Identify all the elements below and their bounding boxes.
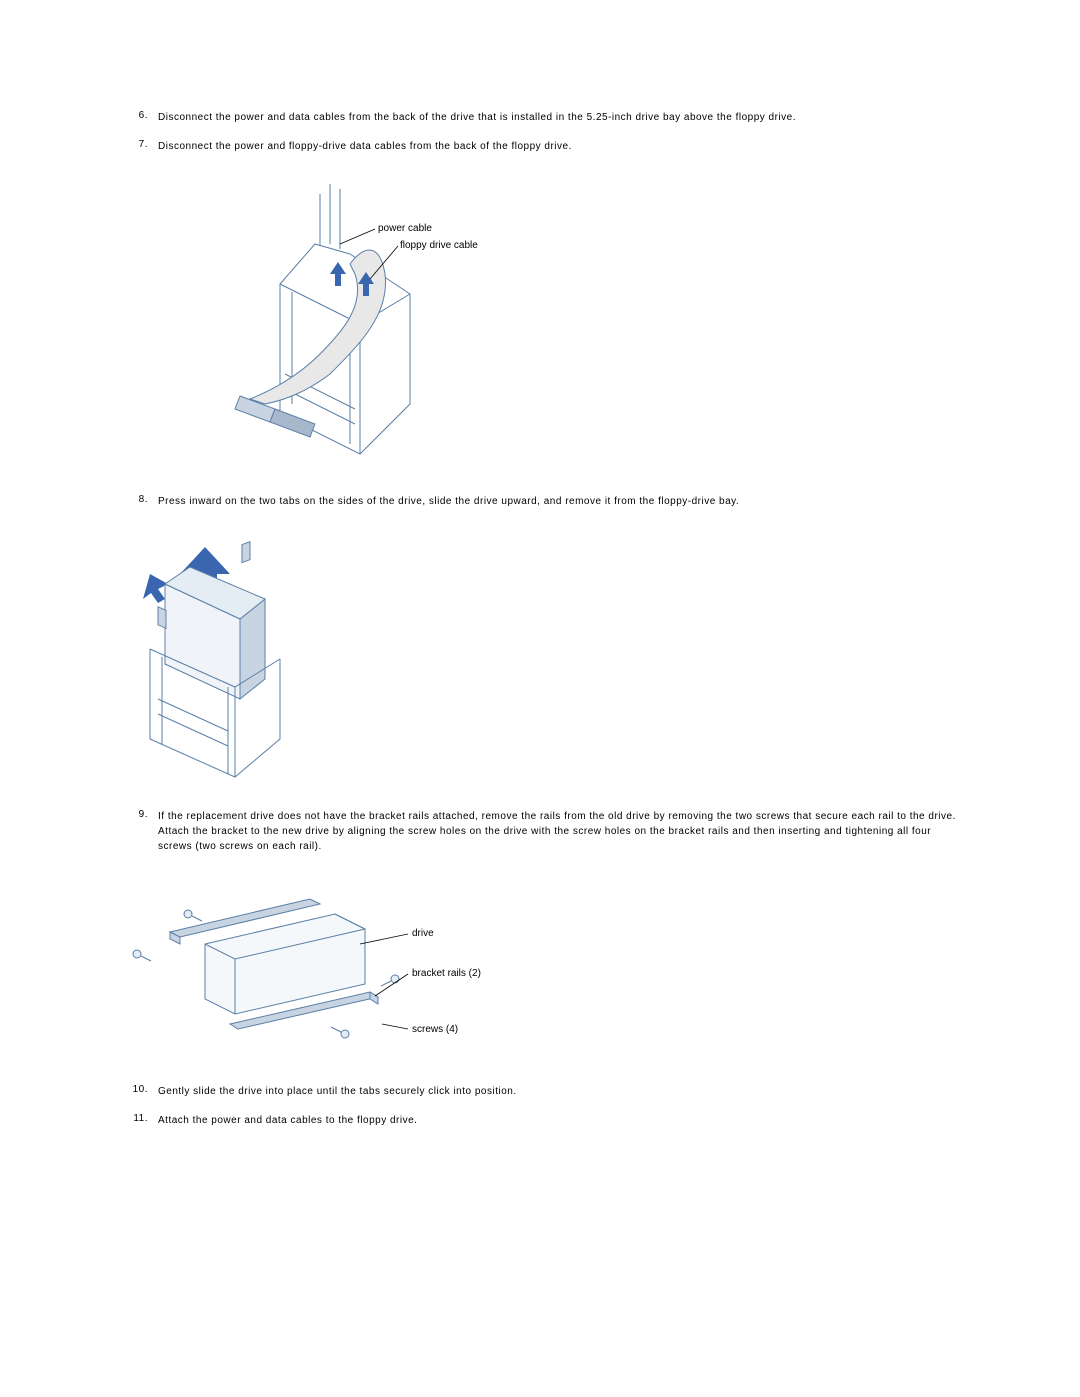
label-screws: screws (4) (412, 1024, 458, 1035)
label-power-cable: power cable (378, 223, 432, 234)
step-number: 8. (120, 494, 158, 505)
step-text: If the replacement drive does not have t… (158, 809, 960, 854)
step-text: Disconnect the power and data cables fro… (158, 110, 796, 125)
step-number: 7. (120, 139, 158, 150)
step-number: 9. (120, 809, 158, 820)
step-text: Gently slide the drive into place until … (158, 1084, 517, 1099)
label-floppy-cable: floppy drive cable (400, 240, 478, 251)
step-text: Press inward on the two tabs on the side… (158, 494, 739, 509)
step-number: 10. (120, 1084, 158, 1095)
instruction-list-3: 9. If the replacement drive does not hav… (120, 809, 960, 854)
step-text: Disconnect the power and floppy-drive da… (158, 139, 572, 154)
figure-bracket-rails: drive bracket rails (2) screws (4) (120, 874, 960, 1054)
figure-remove-drive (120, 529, 960, 779)
step-11: 11. Attach the power and data cables to … (120, 1113, 960, 1128)
step-7: 7. Disconnect the power and floppy-drive… (120, 139, 960, 154)
step-number: 11. (120, 1113, 158, 1124)
step-8: 8. Press inward on the two tabs on the s… (120, 494, 960, 509)
step-number: 6. (120, 110, 158, 121)
step-10: 10. Gently slide the drive into place un… (120, 1084, 960, 1099)
step-9: 9. If the replacement drive does not hav… (120, 809, 960, 854)
label-drive: drive (412, 928, 434, 939)
document-page: 6. Disconnect the power and data cables … (0, 0, 1080, 1128)
label-bracket-rails: bracket rails (2) (412, 968, 481, 979)
instruction-list-2: 8. Press inward on the two tabs on the s… (120, 494, 960, 509)
step-text: Attach the power and data cables to the … (158, 1113, 417, 1128)
step-6: 6. Disconnect the power and data cables … (120, 110, 960, 125)
figure-cables: power cable floppy drive cable (180, 174, 960, 464)
instruction-list-4: 10. Gently slide the drive into place un… (120, 1084, 960, 1128)
instruction-list: 6. Disconnect the power and data cables … (120, 110, 960, 154)
